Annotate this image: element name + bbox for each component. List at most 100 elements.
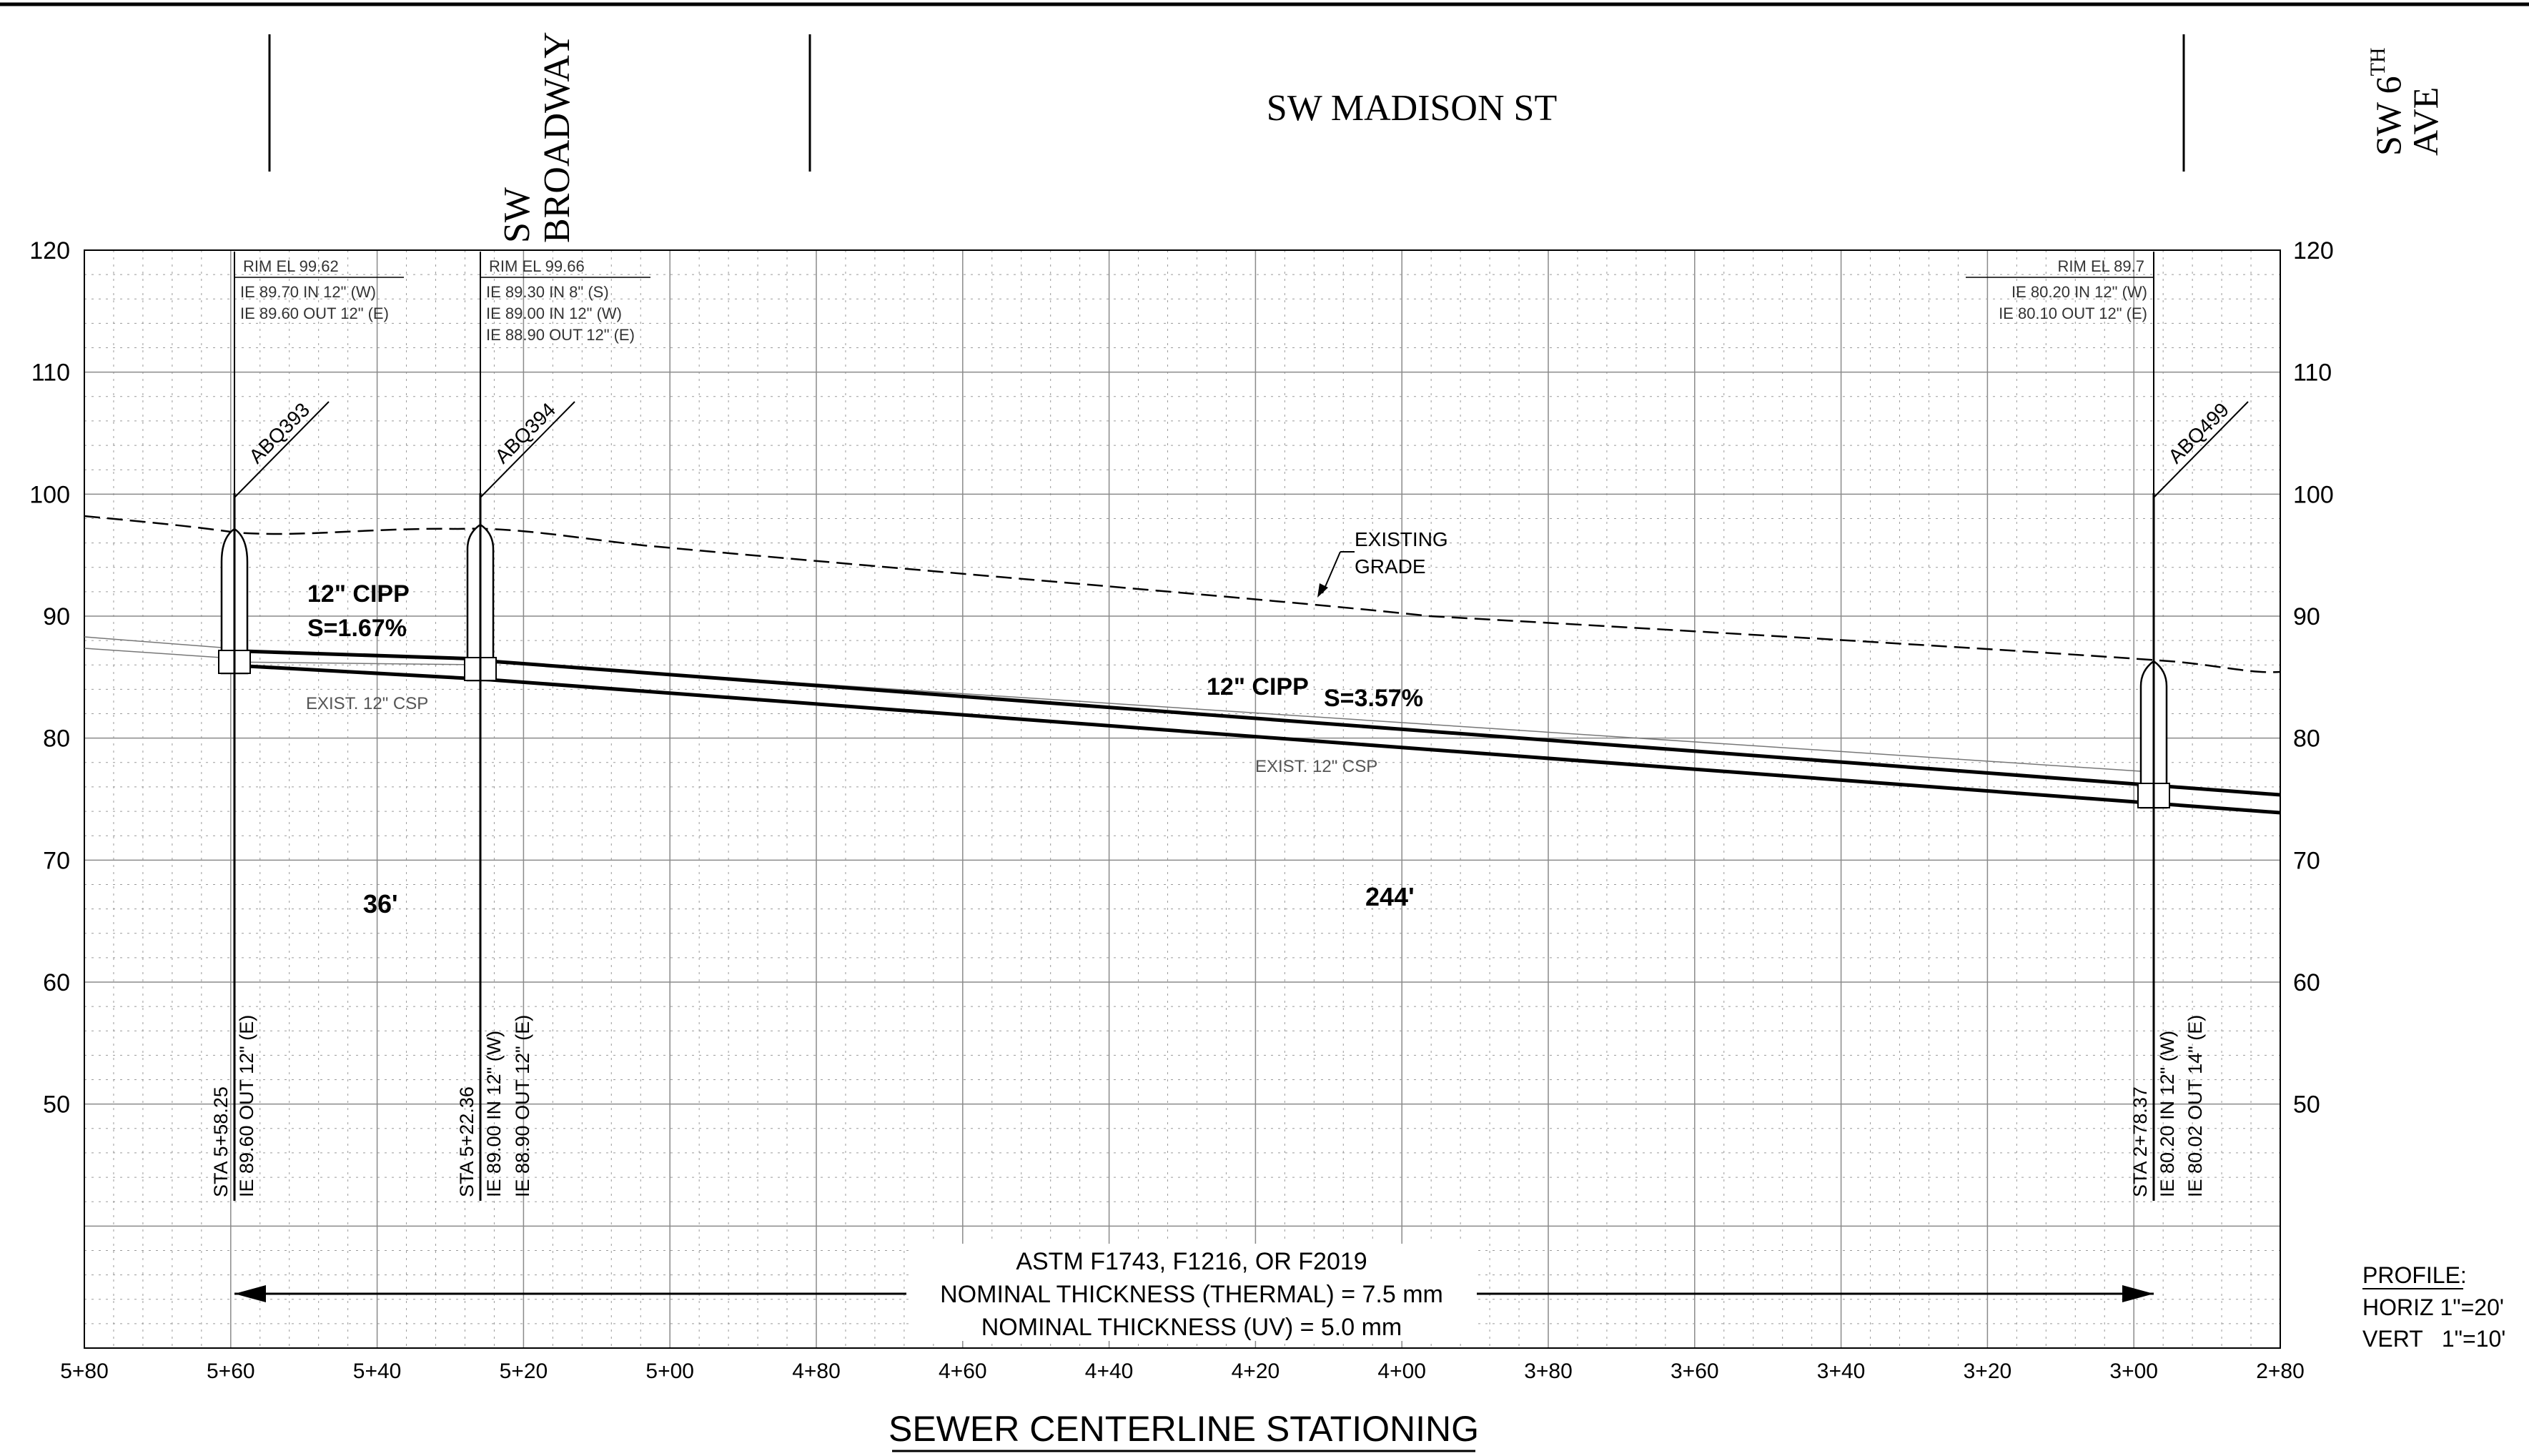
manhole-ABQ499-station-notes: STA 2+78.37 IE 80.20 IN 12" (W) IE 80.02…	[2129, 1015, 2206, 1197]
exist-csp-label-1: EXIST. 12" CSP	[306, 694, 428, 713]
elevation-tick-left: 70	[43, 847, 70, 874]
manhole-ABQ393-station-notes: STA 5+58.25 IE 89.60 OUT 12" (E)	[210, 1015, 257, 1197]
length-label-36: 36'	[363, 889, 398, 918]
ABQ394-note-in8: IE 89.30 IN 8" (S)	[486, 283, 609, 301]
manhole-ABQ394-structure	[464, 493, 497, 1201]
elevation-axis-right: 120 110 100 90 80 70 60 50	[2293, 237, 2334, 1119]
ABQ393-note-in: IE 89.70 IN 12" (W)	[240, 283, 376, 301]
street-sixth: SW 6TH AVE	[2366, 47, 2445, 156]
pipe-labels: 12" CIPP S=1.67% 12" CIPP S=3.57% EXIST.…	[306, 528, 1448, 918]
existing-grade-label-2: GRADE	[1355, 555, 1426, 578]
station-tick: 4+80	[792, 1360, 841, 1383]
elevation-tick-left: 60	[43, 969, 70, 996]
street-broadway: SW BROADWAY	[497, 31, 578, 243]
ABQ499-note-rim: RIM EL 89.7	[2058, 257, 2144, 275]
slope-label-1: S=1.67%	[307, 615, 407, 642]
street-sixth-line2: AVE	[2405, 87, 2445, 156]
note-thermal: NOMINAL THICKNESS (THERMAL) = 7.5 mm	[940, 1281, 1443, 1308]
ABQ394-ie-in: IE 89.00 IN 12" (W)	[483, 1031, 505, 1197]
elevation-tick-left: 110	[31, 360, 70, 387]
station-tick: 4+60	[939, 1360, 987, 1383]
manhole-id-ABQ393: ABQ393	[244, 398, 314, 467]
manhole-id-ABQ499: ABQ499	[2164, 398, 2233, 467]
manhole-ABQ393-notes: RIM EL 99.62 IE 89.70 IN 12" (W) IE 89.6…	[240, 257, 389, 322]
note-astm: ASTM F1743, F1216, OR F2019	[1016, 1248, 1367, 1275]
station-axis: 5+80 5+60 5+40 5+20 5+00 4+80 4+60 4+40 4+20 4+00…	[60, 1360, 2305, 1383]
station-tick: 5+40	[353, 1360, 402, 1383]
elevation-tick-right: 50	[2293, 1091, 2320, 1119]
exist-csp-label-2: EXIST. 12" CSP	[1255, 757, 1377, 776]
elevation-axis-left: 120 110 100 90 80 70 60 50	[29, 237, 70, 1119]
profile-frame	[84, 249, 2281, 1349]
existing-grade-label-1: EXISTING	[1355, 528, 1448, 550]
ABQ499-note-in: IE 80.20 IN 12" (W)	[2011, 283, 2147, 301]
profile-scale: PROFILE: HORIZ 1"=20' VERT 1"=10'	[2362, 1262, 2505, 1352]
station-tick: 5+20	[500, 1360, 548, 1383]
station-tick: 3+20	[1964, 1360, 2012, 1383]
station-tick: 5+60	[207, 1360, 255, 1383]
ABQ394-note-in12: IE 89.00 IN 12" (W)	[486, 304, 622, 322]
scale-vert: VERT 1"=10'	[2362, 1326, 2505, 1352]
elevation-tick-right: 70	[2293, 847, 2320, 874]
proposed-cipp-pipe	[221, 648, 2281, 815]
station-tick: 3+60	[1671, 1360, 1719, 1383]
elevation-tick-left: 80	[43, 725, 70, 753]
elevation-tick-left: 100	[29, 481, 70, 508]
ABQ394-ie-out: IE 88.90 OUT 12" (E)	[512, 1015, 533, 1197]
station-tick: 3+80	[1524, 1360, 1573, 1383]
slope-label-2: S=3.57%	[1324, 685, 1423, 712]
manhole-ABQ499-notes: RIM EL 89.7 IE 80.20 IN 12" (W) IE 80.10…	[1999, 257, 2147, 322]
ABQ394-note-out: IE 88.90 OUT 12" (E)	[486, 326, 635, 344]
station-tick: 2+80	[2256, 1360, 2305, 1383]
ABQ499-note-out: IE 80.10 OUT 12" (E)	[1999, 304, 2147, 322]
elevation-tick-right: 120	[2293, 237, 2334, 264]
manhole-id-ABQ394: ABQ394	[490, 398, 560, 467]
station-axis-title: SEWER CENTERLINE STATIONING	[889, 1409, 1479, 1449]
street-madison: SW MADISON ST	[1267, 88, 1557, 129]
scale-title: PROFILE:	[2362, 1262, 2467, 1288]
length-label-244: 244'	[1365, 882, 1415, 911]
ABQ394-sta: STA 5+22.36	[456, 1086, 477, 1197]
cipp-label-2: 12" CIPP	[1207, 673, 1309, 700]
cipp-label-1: 12" CIPP	[307, 580, 410, 608]
elevation-tick-right: 110	[2293, 360, 2332, 387]
street-broadway-line2: BROADWAY	[537, 31, 578, 243]
svg-text:SW 6TH: SW 6TH	[2366, 47, 2408, 156]
station-tick: 3+00	[2109, 1360, 2158, 1383]
ABQ393-sta: STA 5+58.25	[210, 1086, 232, 1197]
elevation-tick-right: 100	[2293, 481, 2334, 508]
elevation-tick-right: 80	[2293, 725, 2320, 753]
ABQ394-note-rim: RIM EL 99.66	[489, 257, 585, 275]
elevation-tick-right: 90	[2293, 603, 2320, 630]
ABQ499-ie-out: IE 80.02 OUT 14" (E)	[2184, 1015, 2206, 1197]
elevation-tick-left: 120	[29, 237, 70, 264]
station-tick: 4+00	[1377, 1360, 1426, 1383]
profile-grid	[84, 249, 2281, 1349]
elevation-tick-left: 50	[43, 1091, 70, 1119]
elevation-tick-right: 60	[2293, 969, 2320, 996]
lining-dimension: ASTM F1743, F1216, OR F2019 NOMINAL THIC…	[234, 1244, 2154, 1341]
note-uv: NOMINAL THICKNESS (UV) = 5.0 mm	[981, 1314, 1402, 1341]
ABQ499-sta: STA 2+78.37	[2129, 1086, 2151, 1197]
manhole-ABQ499-structure	[2137, 493, 2170, 1201]
station-tick: 4+20	[1232, 1360, 1280, 1383]
ABQ393-note-out: IE 89.60 OUT 12" (E)	[240, 304, 389, 322]
manhole-ABQ394-notes: RIM EL 99.66 IE 89.30 IN 8" (S) IE 89.00…	[486, 257, 635, 344]
elevation-tick-left: 90	[43, 603, 70, 630]
street-broadway-line1: SW	[497, 187, 538, 243]
station-tick: 5+00	[645, 1360, 694, 1383]
station-tick: 5+80	[60, 1360, 109, 1383]
station-tick: 3+40	[1817, 1360, 1866, 1383]
x-axis-title: SEWER CENTERLINE STATIONING	[889, 1409, 1479, 1452]
ABQ393-ie-out: IE 89.60 OUT 12" (E)	[236, 1015, 257, 1197]
street-header: SW MADISON ST SW BROADWAY SW 6TH AVE	[268, 31, 2445, 243]
manhole-ABQ393-structure	[218, 493, 251, 1201]
street-sixth-sup: TH	[2366, 47, 2390, 76]
ABQ499-ie-in: IE 80.20 IN 12" (W)	[2157, 1031, 2178, 1197]
existing-grade-line	[84, 515, 2281, 673]
manhole-ABQ394-station-notes: STA 5+22.36 IE 89.00 IN 12" (W) IE 88.90…	[456, 1015, 533, 1197]
street-sixth-line1: SW 6	[2368, 76, 2408, 156]
scale-horiz: HORIZ 1"=20'	[2362, 1294, 2504, 1320]
station-tick: 4+40	[1085, 1360, 1134, 1383]
